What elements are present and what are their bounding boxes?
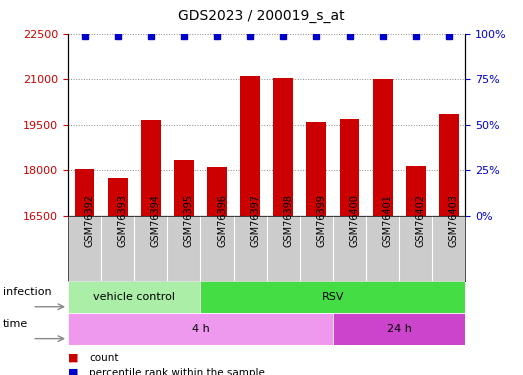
Text: GSM76400: GSM76400 bbox=[349, 194, 359, 248]
Text: GSM76398: GSM76398 bbox=[283, 194, 293, 248]
Text: ■: ■ bbox=[68, 353, 78, 363]
Text: infection: infection bbox=[3, 287, 51, 297]
Text: GDS2023 / 200019_s_at: GDS2023 / 200019_s_at bbox=[178, 9, 345, 23]
Text: GSM76401: GSM76401 bbox=[383, 194, 393, 248]
Bar bbox=[240, 76, 260, 216]
Bar bbox=[333, 313, 465, 345]
Bar bbox=[339, 118, 359, 216]
Bar bbox=[306, 122, 326, 216]
Text: GSM76396: GSM76396 bbox=[217, 194, 227, 248]
Bar bbox=[207, 167, 227, 216]
Text: GSM76399: GSM76399 bbox=[316, 194, 326, 248]
Text: GSM76392: GSM76392 bbox=[85, 194, 95, 248]
Text: vehicle control: vehicle control bbox=[93, 292, 175, 302]
Text: GSM76402: GSM76402 bbox=[416, 194, 426, 248]
Bar bbox=[141, 120, 161, 216]
Text: count: count bbox=[89, 353, 118, 363]
Bar bbox=[68, 313, 333, 345]
Text: ■: ■ bbox=[68, 368, 78, 375]
Text: 24 h: 24 h bbox=[387, 324, 412, 334]
Bar bbox=[68, 281, 200, 313]
Bar bbox=[108, 178, 128, 216]
Bar bbox=[439, 114, 459, 216]
Text: GSM76403: GSM76403 bbox=[449, 194, 459, 248]
Text: GSM76395: GSM76395 bbox=[184, 194, 194, 248]
Text: 4 h: 4 h bbox=[191, 324, 209, 334]
Bar bbox=[200, 281, 465, 313]
Bar bbox=[174, 159, 194, 216]
Text: GSM76393: GSM76393 bbox=[118, 194, 128, 248]
Text: RSV: RSV bbox=[322, 292, 344, 302]
Text: GSM76397: GSM76397 bbox=[250, 194, 260, 248]
Bar bbox=[406, 166, 426, 216]
Text: time: time bbox=[3, 319, 28, 329]
Text: percentile rank within the sample: percentile rank within the sample bbox=[89, 368, 265, 375]
Bar bbox=[274, 78, 293, 216]
Text: GSM76394: GSM76394 bbox=[151, 194, 161, 248]
Bar bbox=[373, 79, 393, 216]
Bar bbox=[75, 169, 95, 216]
